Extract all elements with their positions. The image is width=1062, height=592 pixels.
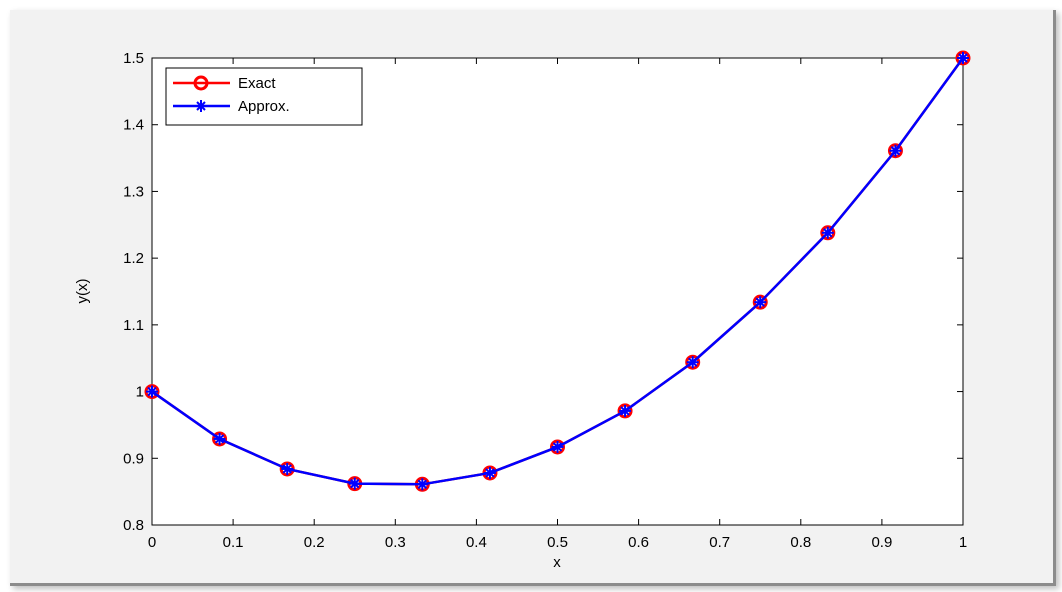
y-tick-label: 1.4 xyxy=(123,117,144,134)
x-tick-label: 0.3 xyxy=(385,534,406,551)
ticks-layer: 0 0.1 0.2 0.3 0.4 0.5 0.6 0.7 0.8 0.9 1 0.8 0.9 1 1.1 1… xyxy=(123,50,967,551)
series-layer xyxy=(144,50,971,492)
y-tick-label: 1.1 xyxy=(123,317,144,334)
approx-marker xyxy=(483,466,496,479)
x-tick-label: 0.5 xyxy=(547,534,568,551)
legend-exact-marker xyxy=(193,75,209,91)
y-tick-label: 1.5 xyxy=(123,50,144,67)
approx-marker xyxy=(754,296,767,309)
y-tick-label: 1.3 xyxy=(123,183,144,200)
x-tick-label: 0.9 xyxy=(871,534,892,551)
x-tick-label: 0.6 xyxy=(628,534,649,551)
approx-marker xyxy=(821,226,834,239)
approx-marker xyxy=(416,478,429,491)
approx-marker xyxy=(686,356,699,369)
y-tick-label: 1.2 xyxy=(123,250,144,267)
approx-marker xyxy=(889,144,902,157)
legend-exact-label: Exact xyxy=(238,75,276,92)
y-tick-label: 1 xyxy=(136,384,144,401)
approx-marker xyxy=(348,477,361,490)
x-tick-label: 0.7 xyxy=(709,534,730,551)
approx-marker xyxy=(146,385,158,398)
approx-marker xyxy=(957,52,969,64)
approx-marker xyxy=(619,404,632,417)
plot-area xyxy=(151,57,964,526)
y-tick-label: 0.9 xyxy=(123,450,144,467)
line-chart: 0 0.1 0.2 0.3 0.4 0.5 0.6 0.7 0.8 0.9 1 0.8 0.9 1 1.1 1… xyxy=(74,50,971,571)
x-axis-label: x xyxy=(553,554,561,571)
x-tick-label: 0.2 xyxy=(304,534,325,551)
x-tick-label: 0.8 xyxy=(790,534,811,551)
legend-approx-marker xyxy=(195,100,207,112)
x-tick-label: 0.4 xyxy=(466,534,487,551)
figure-frame: 0 0.1 0.2 0.3 0.4 0.5 0.6 0.7 0.8 0.9 1 0.8 0.9 1 1.1 1… xyxy=(10,10,1056,586)
approx-marker xyxy=(213,432,226,445)
x-tick-label: 1 xyxy=(959,534,967,551)
y-tick-label: 0.8 xyxy=(123,517,144,534)
legend: Exact Approx. xyxy=(165,67,363,126)
approx-marker xyxy=(551,440,564,453)
y-axis-label: y(x) xyxy=(74,279,91,304)
approx-marker xyxy=(281,462,294,475)
x-tick-label: 0 xyxy=(148,534,156,551)
x-tick-label: 0.1 xyxy=(223,534,244,551)
legend-approx-label: Approx. xyxy=(238,98,290,115)
